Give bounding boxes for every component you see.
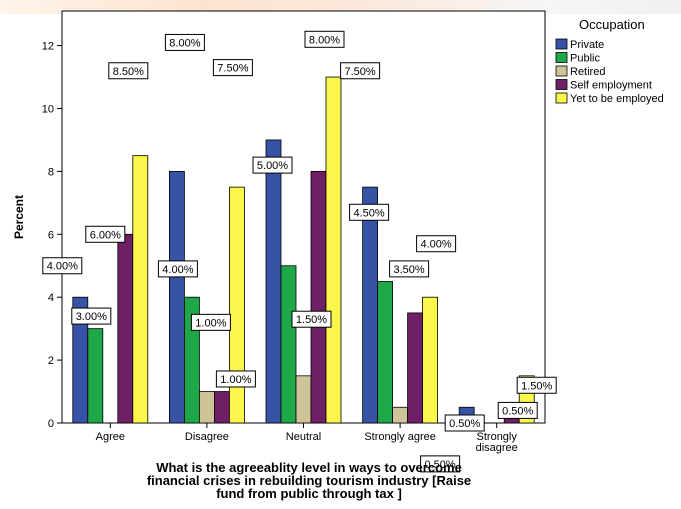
data-label-text: 0.50% xyxy=(449,418,480,430)
x-axis-title: What is the agreeablity level in ways to… xyxy=(147,460,471,501)
data-label-text: 0.50% xyxy=(502,405,533,417)
data-label: 0.50% xyxy=(444,414,485,432)
legend-title: Occupation xyxy=(579,17,645,32)
legend-label: Public xyxy=(570,53,600,65)
data-label: 3.50% xyxy=(389,260,430,278)
data-label-text: 5.00% xyxy=(257,160,288,172)
x-tick-label: Strongly xyxy=(477,431,518,443)
bar xyxy=(280,265,297,424)
legend-label: Retired xyxy=(570,66,605,78)
data-label: 5.00% xyxy=(252,156,293,174)
y-tick-label: 0 xyxy=(48,418,54,430)
bar xyxy=(392,406,409,424)
x-tick-label: disagree xyxy=(476,442,518,454)
y-tick-label: 12 xyxy=(42,41,54,53)
data-labels-layer: 4.00% 3.00% 6.00% 8.50% 8.00% 4.00% 1.00% 1.00%… xyxy=(42,30,557,473)
data-label: 8.00% xyxy=(304,30,345,48)
x-tick-label: Agree xyxy=(96,431,125,443)
bar xyxy=(422,296,439,424)
legend-label: Self employment xyxy=(570,80,652,92)
x-tick-label: Neutral xyxy=(286,431,321,443)
data-label-text: 1.00% xyxy=(195,317,226,329)
data-label-text: 1.50% xyxy=(296,314,327,326)
data-label-text: 8.00% xyxy=(309,34,340,46)
data-label: 7.50% xyxy=(340,62,381,80)
x-axis-title-line: financial crises in rebuilding tourism i… xyxy=(147,473,471,488)
legend-item: Retired xyxy=(555,65,605,78)
data-label: 1.50% xyxy=(516,376,557,394)
bar xyxy=(362,186,379,424)
bar xyxy=(265,139,282,424)
bar xyxy=(132,155,149,424)
axis-layer: 0 2 4 6 8 10 12 Agree Disagree Neutral Strongly ag… xyxy=(42,41,518,454)
bar xyxy=(228,186,245,424)
data-label-text: 1.00% xyxy=(220,374,251,386)
legend-item: Yet to be employed xyxy=(555,92,664,105)
x-axis-title-line: What is the agreeablity level in ways to… xyxy=(156,460,462,475)
legend-swatch xyxy=(555,65,568,77)
bar xyxy=(198,391,215,424)
x-tick-label: Strongly agree xyxy=(364,431,436,443)
data-label: 6.00% xyxy=(85,225,126,243)
bars-layer xyxy=(72,76,535,424)
data-label-text: 7.50% xyxy=(344,66,375,78)
legend-swatch xyxy=(555,79,568,90)
legend-label: Yet to be employed xyxy=(570,93,664,105)
bar xyxy=(117,233,134,424)
data-label-text: 0.50% xyxy=(424,459,455,471)
data-label: 1.00% xyxy=(215,370,256,388)
data-label: 8.50% xyxy=(108,62,149,80)
data-label-text: 3.00% xyxy=(76,311,107,323)
y-tick-label: 4 xyxy=(48,292,54,304)
data-label: 4.00% xyxy=(157,260,198,278)
y-axis-title: Percent xyxy=(12,195,26,239)
bar xyxy=(168,170,185,424)
data-label-text: 4.00% xyxy=(420,239,451,251)
bar xyxy=(377,281,394,424)
y-tick-label: 10 xyxy=(42,103,54,115)
y-tick-label: 6 xyxy=(48,229,54,241)
data-label: 0.50% xyxy=(420,455,461,473)
legend-item: Private xyxy=(555,38,604,51)
data-label-text: 4.00% xyxy=(162,264,193,276)
legend-label: Private xyxy=(570,39,604,51)
bar xyxy=(310,170,327,424)
data-label: 1.50% xyxy=(291,310,332,328)
bar xyxy=(407,312,424,424)
legend-swatch xyxy=(555,52,568,63)
bar xyxy=(295,375,312,424)
y-tick-label: 8 xyxy=(48,166,54,178)
y-tick-label: 2 xyxy=(48,355,54,367)
data-label: 4.00% xyxy=(42,257,83,275)
legend-item: Self employment xyxy=(555,79,652,92)
data-label-text: 7.50% xyxy=(217,63,248,75)
data-label-text: 1.50% xyxy=(521,380,552,392)
legend-swatch xyxy=(555,38,568,50)
data-label: 1.00% xyxy=(190,313,231,331)
data-label-text: 8.50% xyxy=(113,66,144,78)
data-label-text: 8.00% xyxy=(169,37,200,49)
data-label: 4.00% xyxy=(416,235,457,253)
x-tick-label: Disagree xyxy=(185,431,229,443)
legend-item: Public xyxy=(555,52,600,65)
data-label: 4.50% xyxy=(349,203,390,221)
data-label-text: 4.00% xyxy=(47,261,78,273)
bar xyxy=(87,328,104,424)
data-label-text: 6.00% xyxy=(90,229,121,241)
x-axis-title-line: fund from public through tax ] xyxy=(216,486,402,501)
bar xyxy=(213,391,230,424)
data-label-text: 3.50% xyxy=(393,264,424,276)
data-label: 0.50% xyxy=(497,401,538,419)
data-label: 3.00% xyxy=(71,307,112,325)
data-label-text: 4.50% xyxy=(353,207,384,219)
data-label: 8.00% xyxy=(164,33,205,51)
bar xyxy=(325,76,342,424)
data-label: 7.50% xyxy=(212,59,253,77)
legend-swatch xyxy=(555,92,568,104)
